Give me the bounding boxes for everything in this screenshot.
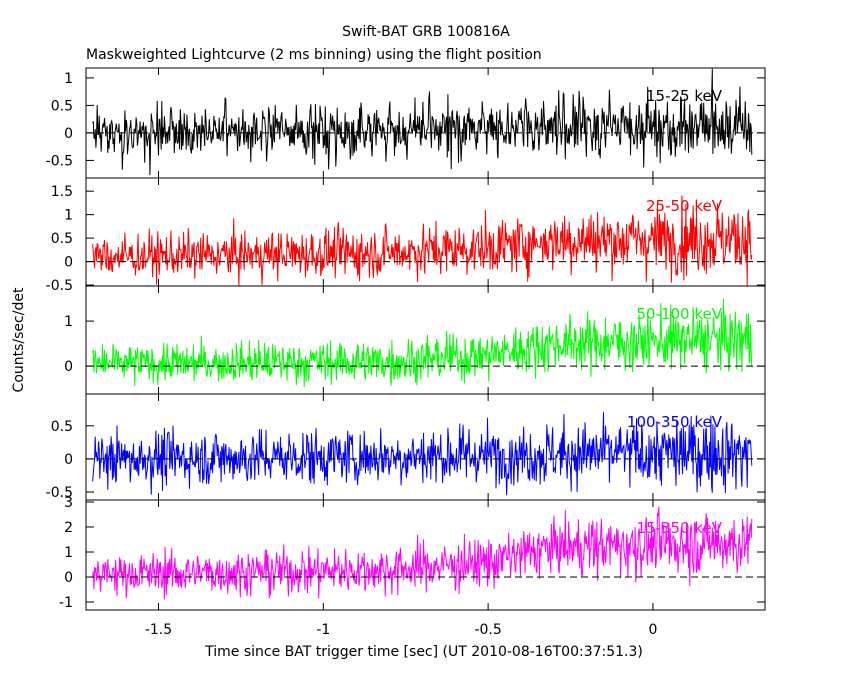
y-tick-label: 0 bbox=[64, 255, 73, 271]
y-tick-label: 2 bbox=[64, 520, 73, 536]
y-tick-label: 1 bbox=[64, 545, 73, 561]
y-tick-label: -1 bbox=[59, 595, 73, 611]
panel-5: 15-350 keV -1 0 1 2 3 bbox=[59, 495, 766, 611]
panel-3: 50-100 keV 0 1 bbox=[64, 285, 766, 395]
panel-frame bbox=[85, 499, 766, 611]
series-label: 100-350 keV bbox=[627, 413, 723, 431]
chart-title: Swift-BAT GRB 100816A bbox=[342, 24, 510, 40]
panel-frame bbox=[85, 285, 766, 395]
x-tick-label: -1.5 bbox=[145, 622, 172, 638]
x-axis-label: Time since BAT trigger time [sec] (UT 20… bbox=[204, 644, 643, 660]
y-tick-label: -0.5 bbox=[46, 485, 73, 501]
y-tick-label: 0 bbox=[64, 359, 73, 375]
series-line-5 bbox=[92, 506, 753, 600]
series-line-4 bbox=[92, 412, 753, 496]
y-tick-label: -0.5 bbox=[46, 153, 73, 169]
y-tick-label: 0.5 bbox=[51, 231, 73, 247]
y-tick-label: -0.5 bbox=[46, 278, 73, 294]
y-tick-label: 0 bbox=[64, 570, 73, 586]
y-tick-label: 0 bbox=[64, 452, 73, 468]
y-tick-label: 0 bbox=[64, 126, 73, 142]
x-tick-label: -0.5 bbox=[474, 622, 501, 638]
panels-group: 15-25 keV -0.5 0 0.5 1 25-50 keV -0.5 0 0.5 1 1.5 5… bbox=[46, 67, 766, 611]
y-tick-label: 0.5 bbox=[51, 419, 73, 435]
series-label: 25-50 keV bbox=[646, 197, 723, 215]
y-tick-label: 1 bbox=[64, 71, 73, 87]
y-tick-label: 1.5 bbox=[51, 184, 73, 200]
series-line-1 bbox=[92, 68, 753, 176]
series-label: 15-25 keV bbox=[646, 87, 723, 105]
x-axis-ticks: -1.5 -1 -0.5 0 bbox=[145, 622, 658, 638]
series-label: 15-350 keV bbox=[636, 519, 722, 537]
y-tick-label: 1 bbox=[64, 208, 73, 224]
panel-2: 25-50 keV -0.5 0 0.5 1 1.5 bbox=[46, 177, 766, 294]
y-tick-label: 3 bbox=[64, 495, 73, 511]
chart-subtitle: Maskweighted Lightcurve (2 ms binning) u… bbox=[86, 47, 542, 63]
series-label: 50-100 keV bbox=[636, 305, 722, 323]
x-tick-label: 0 bbox=[648, 622, 657, 638]
panel-4: 100-350 keV -0.5 0 0.5 bbox=[46, 393, 766, 501]
y-axis-label: Counts/sec/det bbox=[11, 287, 27, 392]
panel-1: 15-25 keV -0.5 0 0.5 1 bbox=[46, 67, 766, 179]
x-tick-label: -1 bbox=[316, 622, 330, 638]
series-line-2 bbox=[92, 195, 753, 287]
y-tick-label: 0.5 bbox=[51, 98, 73, 114]
y-tick-label: 1 bbox=[64, 314, 73, 330]
